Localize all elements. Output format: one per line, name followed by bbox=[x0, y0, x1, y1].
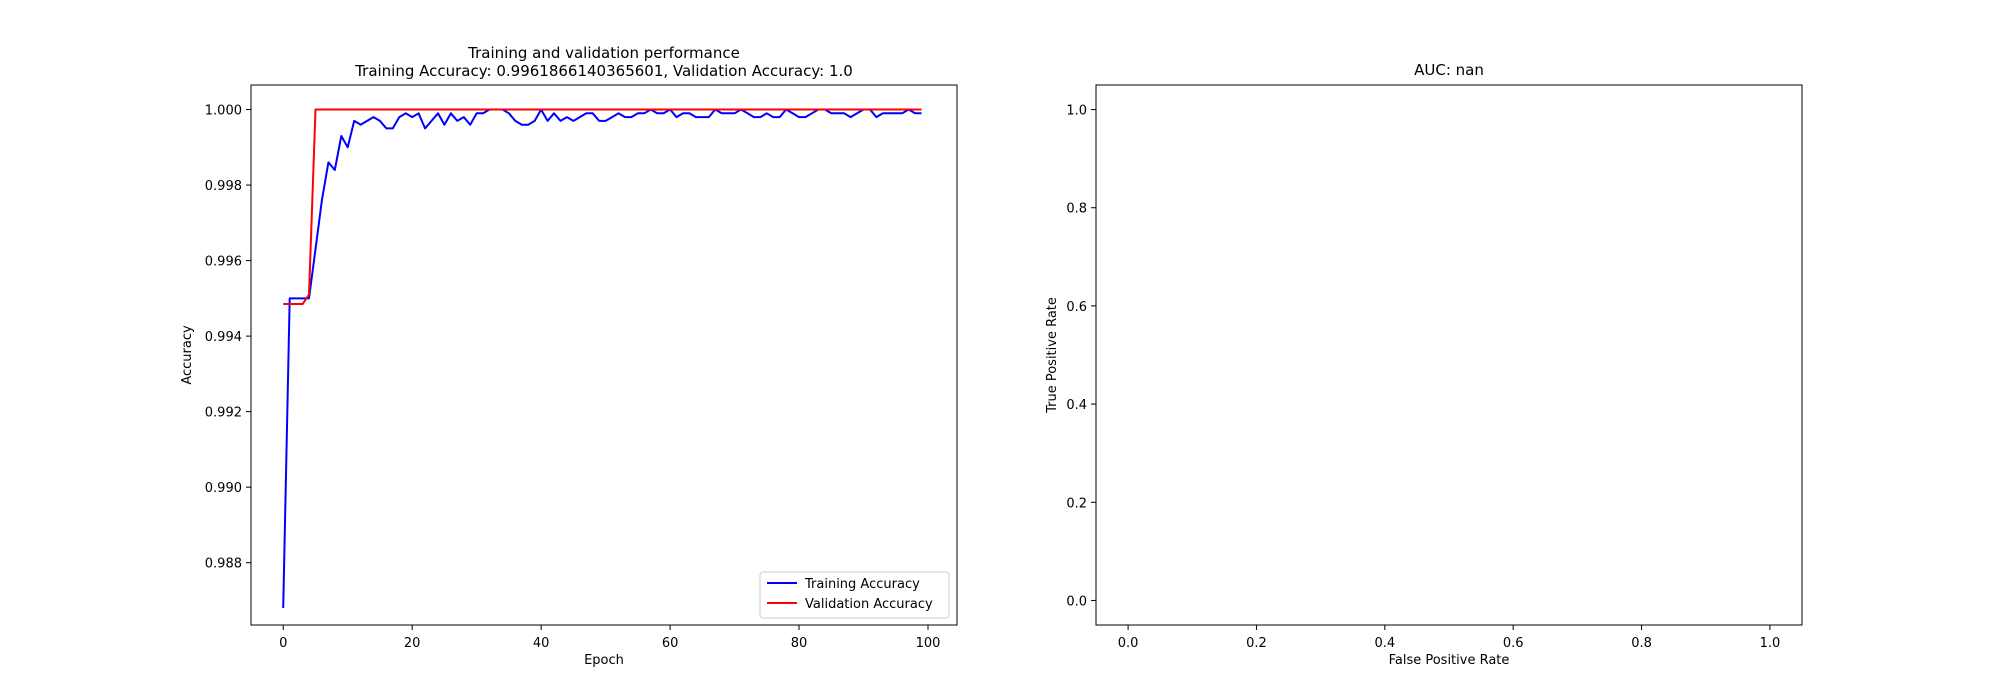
plot-area-frame bbox=[250, 84, 958, 626]
x-tick-label: 40 bbox=[533, 636, 550, 651]
legend-label-validation: Validation Accuracy bbox=[805, 597, 933, 612]
y-tick-label: 0.6 bbox=[1066, 300, 1087, 315]
chart-subtitle: Training Accuracy: 0.9961866140365601, V… bbox=[354, 62, 853, 80]
legend-box bbox=[759, 571, 950, 619]
y-tick-label: 0.990 bbox=[205, 481, 242, 496]
y-tick-label: 1.000 bbox=[205, 104, 242, 119]
y-tick-label: 0.988 bbox=[205, 557, 242, 572]
accuracy-chart: Training and validation performance Trai… bbox=[180, 44, 958, 668]
y-tick-label: 0.4 bbox=[1066, 398, 1087, 413]
chart-title: Training and validation performance bbox=[467, 44, 740, 62]
x-tick-label: 1.0 bbox=[1760, 636, 1781, 651]
training-accuracy-line bbox=[282, 108, 922, 609]
y-tick-label: 1.0 bbox=[1066, 104, 1087, 119]
plot-area-frame bbox=[1095, 84, 1803, 626]
y-tick-label: 0.996 bbox=[205, 255, 242, 270]
x-tick-label: 20 bbox=[404, 636, 421, 651]
x-tick-label: 0.0 bbox=[1118, 636, 1139, 651]
series-layer bbox=[282, 108, 922, 609]
legend: Training Accuracy Validation Accuracy bbox=[759, 571, 950, 619]
y-tick-label: 0.0 bbox=[1066, 594, 1087, 609]
y-tick-label: 0.998 bbox=[205, 179, 242, 194]
x-tick-label: 0.4 bbox=[1374, 636, 1395, 651]
validation-accuracy-line bbox=[283, 108, 922, 305]
x-axis-label: False Positive Rate bbox=[1389, 653, 1510, 668]
roc-chart: AUC: nan 0.0 0.2 0.4 0.6 0.8 1.00.00.20.40.60… bbox=[1045, 61, 1803, 668]
x-tick-label: 0.2 bbox=[1246, 636, 1267, 651]
x-tick-label: 100 bbox=[916, 636, 941, 651]
x-tick-label: 80 bbox=[791, 636, 808, 651]
y-tick-label: 0.992 bbox=[205, 406, 242, 421]
x-tick-label: 0.8 bbox=[1631, 636, 1652, 651]
x-tick-label: 0 bbox=[279, 636, 287, 651]
tick-layer: 0.0 0.2 0.4 0.6 0.8 1.0 0.0 0.2 0.4 0.6 0.8 1.0 bbox=[1066, 104, 1780, 651]
x-axis-label: Epoch bbox=[584, 653, 624, 668]
x-tick-label: 60 bbox=[662, 636, 679, 651]
y-tick-label: 0.8 bbox=[1066, 202, 1087, 217]
chart-title: AUC: nan bbox=[1414, 61, 1484, 79]
y-tick-label: 0.994 bbox=[205, 330, 242, 345]
x-tick-label: 0.6 bbox=[1503, 636, 1524, 651]
y-axis-label: Accuracy bbox=[180, 325, 195, 385]
y-axis-label: True Positive Rate bbox=[1045, 297, 1060, 414]
legend-label-training: Training Accuracy bbox=[804, 577, 920, 592]
y-tick-label: 0.2 bbox=[1066, 496, 1087, 511]
tick-layer: 0 20 40 60 80 100 0.988 0.990 0.992 0.994 0.996 0.9… bbox=[205, 104, 941, 651]
